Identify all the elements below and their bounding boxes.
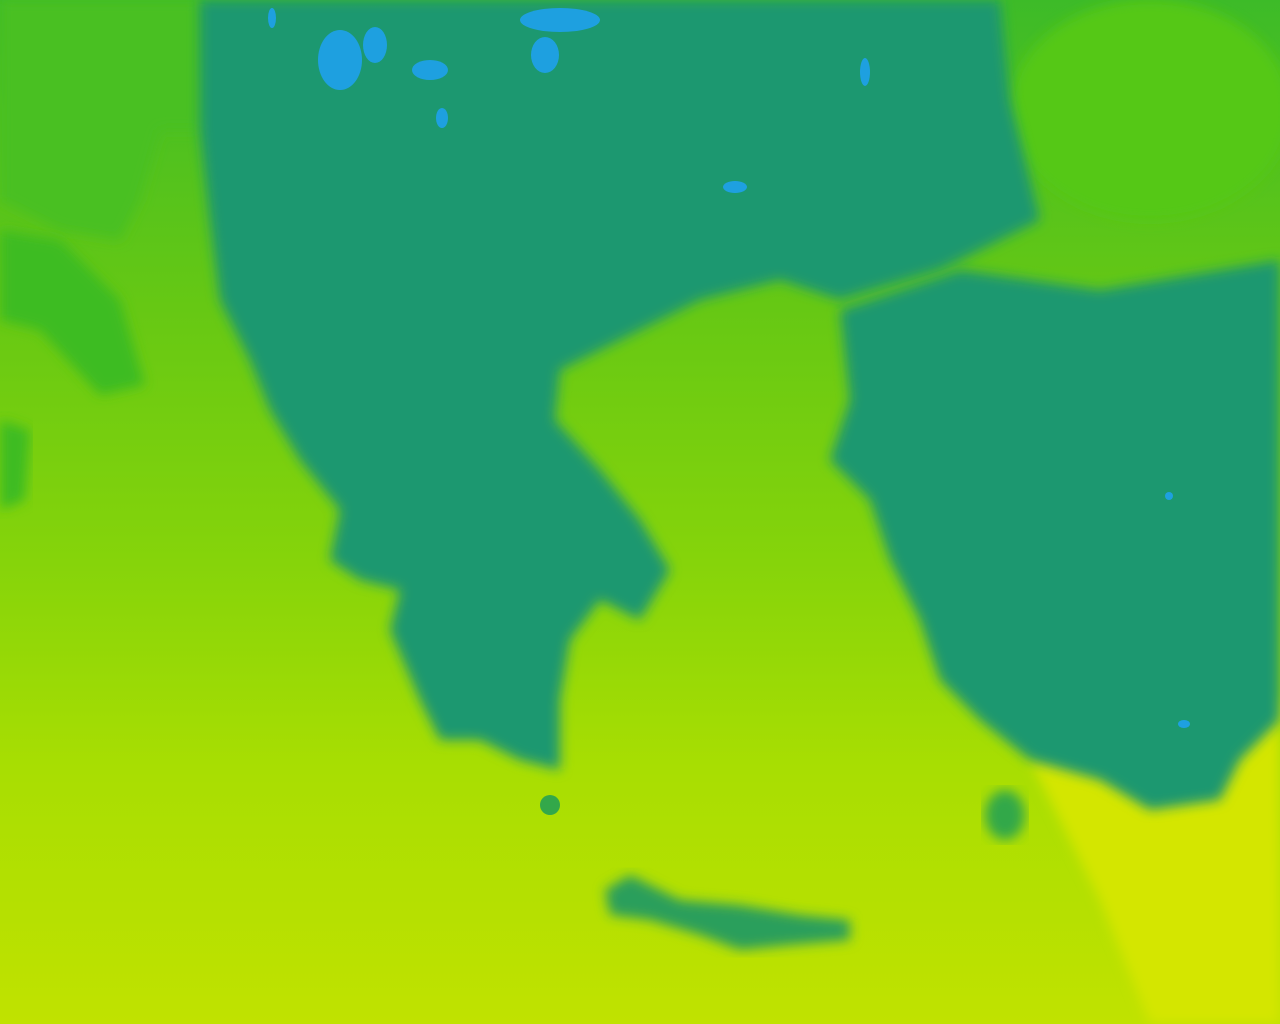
lake [363, 27, 387, 63]
crete [605, 875, 850, 950]
rhodes [985, 790, 1025, 840]
north-west-zone [0, 0, 200, 240]
italy-toe [0, 420, 30, 510]
island [540, 795, 560, 815]
lake [268, 8, 276, 28]
black-sea [1010, 0, 1280, 220]
lake [860, 58, 870, 86]
lake [1178, 720, 1190, 728]
lake [723, 181, 747, 193]
lake [1165, 492, 1173, 500]
lake [436, 108, 448, 128]
lake [318, 30, 362, 90]
lake [531, 37, 559, 73]
italy-heel [0, 230, 145, 395]
turkey [830, 260, 1280, 810]
balkans-greece [200, 0, 1040, 770]
lake [520, 8, 600, 32]
lake [412, 60, 448, 80]
